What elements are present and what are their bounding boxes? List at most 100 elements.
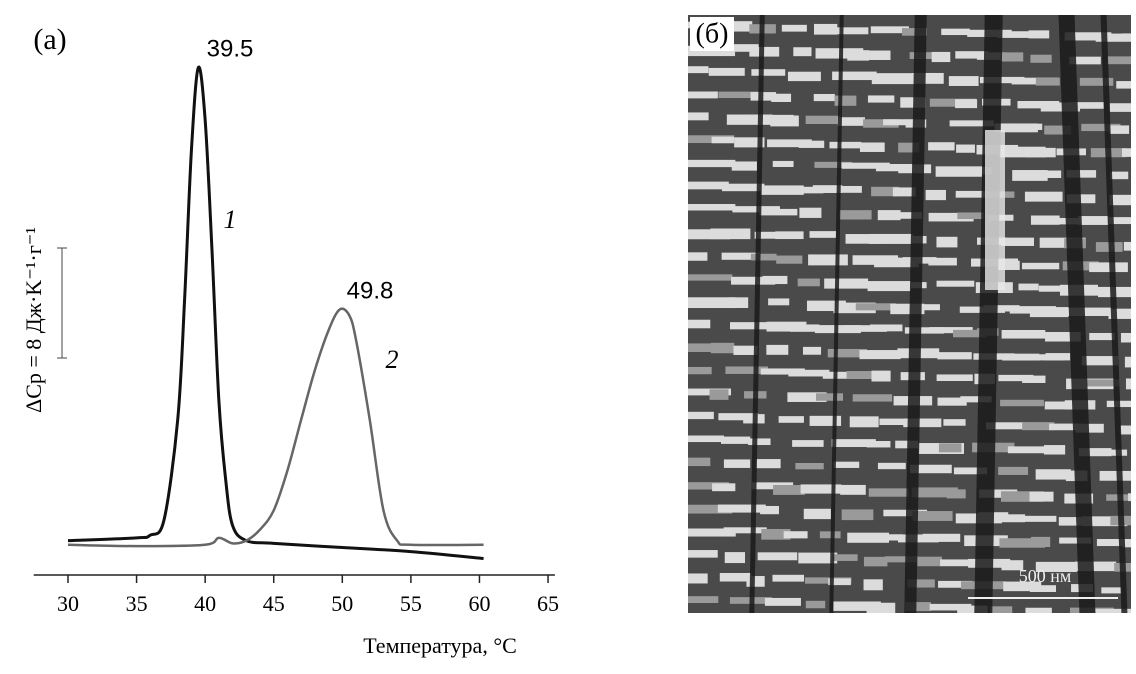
striation [852,394,893,402]
striation [1044,401,1073,410]
striation [911,487,958,498]
striation [748,438,771,446]
striation [1059,537,1092,544]
striation [929,327,973,334]
striation [803,508,831,520]
striation [953,467,988,475]
striation [729,297,749,309]
striation [721,436,751,444]
striation [998,466,1029,475]
striation [717,504,766,513]
striation [845,234,885,244]
striation [800,484,842,494]
striation [718,91,764,99]
striation [1045,353,1071,361]
striation [997,31,1039,38]
striation [1031,536,1051,548]
striation [688,319,711,329]
striation [730,322,770,330]
striation [937,352,972,360]
striation [833,302,876,314]
striation [935,166,983,177]
striation [819,531,841,539]
striation [772,160,794,168]
striation [1109,194,1131,206]
x-tick-label: 65 [537,591,559,616]
striation [1030,54,1052,63]
striation [688,91,718,99]
striation [723,527,767,534]
striation [936,374,973,381]
striation [912,511,953,521]
striation [936,236,958,248]
striation [1069,56,1101,65]
y-axis-label: ΔCp = 8 Дж·K⁻¹·г⁻¹ [21,227,46,413]
striation [688,573,708,584]
striation [999,514,1026,523]
striation [979,489,1018,498]
striation [719,21,753,32]
striation [897,534,939,543]
striation [1049,423,1083,431]
x-tick-label: 40 [194,591,216,616]
striation [828,578,851,586]
striation [955,190,989,198]
striation [1128,493,1131,502]
x-tick-label: 50 [331,591,353,616]
striation [787,392,827,402]
striation [760,505,779,515]
striation [1109,103,1131,112]
striation [1029,491,1054,502]
striation [815,393,844,401]
curve-label: 1 [224,205,237,234]
striation [936,280,975,287]
striation [1099,470,1131,481]
striation [711,136,735,144]
striation [946,489,966,499]
striation [833,461,860,468]
striation [997,260,1020,270]
striation [731,276,776,285]
striation [905,602,932,612]
striation [688,482,730,490]
striation [1125,378,1131,390]
striation [750,253,777,261]
striation [989,606,1013,613]
bright-patch [985,130,1005,290]
striation [788,369,830,377]
striation [1108,217,1131,225]
dark-streak [904,15,927,613]
striation [1120,332,1131,343]
striation [766,344,789,355]
striation [940,559,974,567]
striation [844,325,887,332]
striation [1109,125,1130,134]
striation [1021,262,1060,270]
striation [834,95,857,106]
striation [1044,125,1072,135]
striation [1081,356,1119,366]
striation [1024,191,1063,202]
striation [871,186,900,197]
striation [688,135,735,144]
striation [1040,102,1081,112]
striation [893,282,927,289]
striation [898,142,920,153]
peak-label: 39.5 [207,35,254,62]
striation [1089,332,1115,341]
striation [1038,285,1067,292]
striation [1001,237,1034,246]
striation [867,281,912,292]
striation [805,577,852,584]
striation [867,95,895,103]
striation [812,185,843,193]
striation [1095,608,1131,613]
striation [909,464,952,474]
striation [1035,78,1060,86]
striation [764,597,801,606]
striation [1022,375,1046,383]
striation [688,596,719,604]
striation [759,208,798,216]
striation [749,46,780,57]
striation [846,371,891,379]
